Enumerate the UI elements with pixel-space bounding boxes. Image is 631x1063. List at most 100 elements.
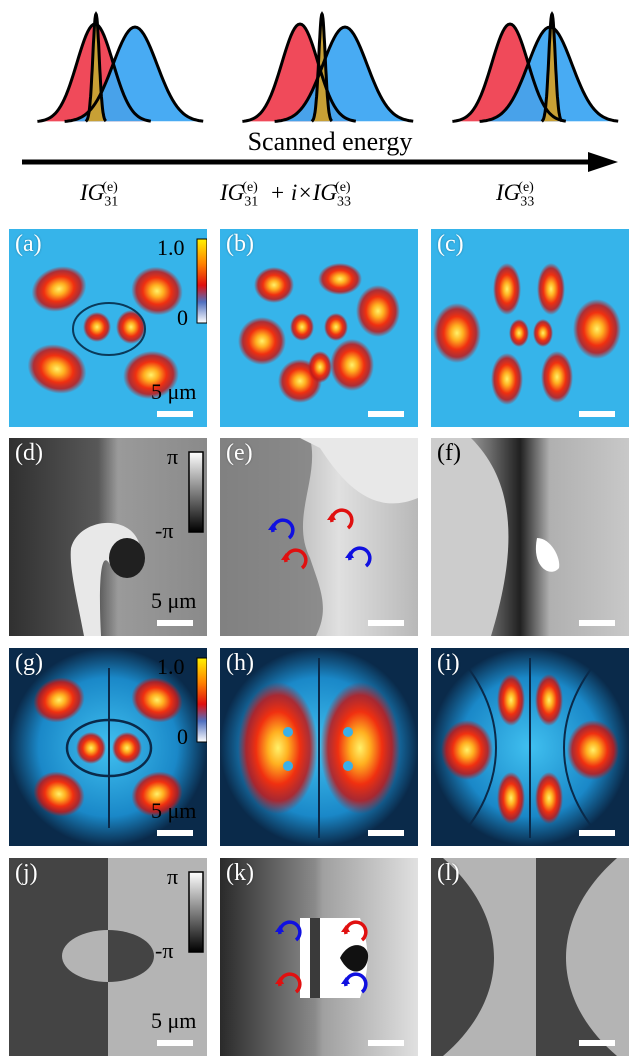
gaussian-spectra <box>37 11 619 123</box>
phase-vortex-marker <box>327 508 354 530</box>
intensity-lobe <box>254 267 294 303</box>
narrow-gaussian-outline <box>310 11 333 123</box>
intensity-lobe <box>131 677 183 723</box>
energy-arrow-head <box>588 152 618 172</box>
intensity-lobe <box>308 351 332 383</box>
scale-bar-label: 5 μm <box>151 1008 197 1033</box>
phase-region <box>535 538 560 572</box>
intensity-lobe <box>320 682 400 814</box>
intensity-lobe <box>497 772 525 824</box>
phase-singularity <box>283 727 293 737</box>
gaussian-group-3 <box>452 11 619 123</box>
scale-bar <box>579 411 615 417</box>
intensity-lobe <box>491 353 523 405</box>
phase-region <box>220 438 323 636</box>
scale-bar <box>368 1040 404 1046</box>
intensity-lobe <box>290 313 314 341</box>
panel-label: (j) <box>15 860 38 886</box>
panel-label: (k) <box>226 860 254 886</box>
intensity-lobe <box>330 339 374 391</box>
colorbar-max-label: 1.0 <box>157 235 185 260</box>
phase-vortex-marker <box>268 518 295 540</box>
scale-bar <box>157 620 193 626</box>
phase-region <box>566 858 629 1056</box>
intensity-lobe <box>497 674 525 726</box>
intensity-lobe <box>76 732 106 764</box>
scale-bar-label: 5 μm <box>151 798 197 823</box>
panel-label: (e) <box>226 440 253 466</box>
intensity-lobe <box>83 312 111 342</box>
panel-label: (c) <box>437 231 464 257</box>
narrow-gaussian-outline <box>540 11 563 123</box>
phase-max-label: π <box>167 864 179 889</box>
intensity-lobe <box>112 732 142 764</box>
intensity-colorbar <box>196 657 207 743</box>
caption-col-1: IG31(e) <box>80 180 119 210</box>
intensity-lobe <box>131 266 183 316</box>
phase-vortex-marker <box>341 920 368 942</box>
panel-label: (h) <box>226 650 254 676</box>
blue-gaussian-outline <box>274 25 414 123</box>
panel-label: (a) <box>15 231 42 257</box>
scale-bar-label: 5 μm <box>151 588 197 613</box>
node-curve <box>450 648 497 846</box>
intensity-lobe <box>541 351 573 403</box>
phase-region <box>340 945 369 972</box>
scale-bar <box>157 411 193 417</box>
scanned-energy-schematic: Scanned energy <box>22 11 619 172</box>
phase-singularity <box>343 727 353 737</box>
colorbar-min-label: 0 <box>177 305 188 330</box>
node-curve <box>563 648 610 846</box>
phase-colorbar <box>188 871 204 953</box>
intensity-lobe <box>567 720 619 780</box>
scale-bar <box>368 620 404 626</box>
phase-region <box>431 858 494 1056</box>
phase-ellipse-left <box>62 930 108 982</box>
scale-bar <box>157 830 193 836</box>
colorbar-min-label: 0 <box>177 724 188 749</box>
intensity-lobe <box>238 317 286 365</box>
panel-label: (i) <box>437 650 460 676</box>
panel-e: (e) <box>220 438 418 636</box>
intensity-lobe <box>537 263 565 315</box>
panel-label: (d) <box>15 440 43 466</box>
arrow-label: Scanned energy <box>248 127 413 156</box>
phase-min-label: -π <box>155 518 174 543</box>
intensity-lobe <box>533 319 553 347</box>
intensity-lobe <box>238 682 318 814</box>
scale-bar <box>368 411 404 417</box>
intensity-lobe <box>573 299 621 359</box>
panel-b: (b) <box>220 229 418 427</box>
scale-bar <box>368 830 404 836</box>
phase-vortex-marker <box>275 972 302 994</box>
phase-region <box>443 858 536 1056</box>
phase-vortex-marker <box>275 920 302 942</box>
intensity-colorbar <box>196 238 207 324</box>
phase-vortex-marker <box>341 972 368 994</box>
panel-d: π -π (d) 5 μm <box>9 438 207 636</box>
phase-vortex-marker <box>281 548 308 570</box>
narrow-gaussian-outline <box>84 11 107 123</box>
panel-k: (k) <box>220 858 418 1056</box>
panel-l: (l) <box>431 858 629 1056</box>
phase-dark-region <box>109 538 145 578</box>
panel-label: (b) <box>226 231 254 257</box>
phase-region <box>431 438 509 636</box>
intensity-lobe <box>356 285 400 337</box>
phase-region <box>310 918 320 998</box>
scale-bar <box>579 620 615 626</box>
phase-singularity <box>343 761 353 771</box>
panel-a: 1.0 0 (a) 5 μm <box>9 229 207 427</box>
caption-col-2: IG31(e) + i×IG33(e) <box>220 180 352 210</box>
panel-label: (f) <box>437 440 461 466</box>
scale-bar <box>579 830 615 836</box>
gaussian-group-1 <box>37 11 204 123</box>
scale-bar <box>157 1040 193 1046</box>
panel-f: (f) <box>431 438 629 636</box>
scale-bar <box>579 1040 615 1046</box>
intensity-lobe <box>27 344 87 394</box>
red-gaussian-outline <box>452 22 567 123</box>
intensity-lobe <box>509 319 529 347</box>
panel-j: π -π (j) 5 μm <box>9 858 207 1056</box>
intensity-lobe <box>31 266 87 312</box>
